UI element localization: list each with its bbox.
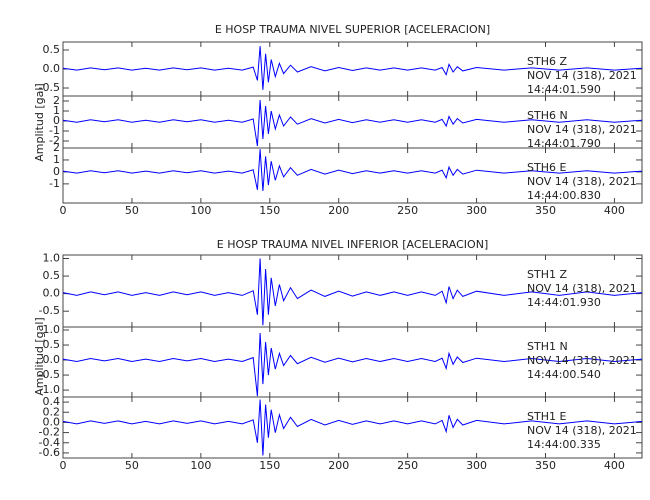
y-tick-label: -0.5 (39, 304, 60, 317)
y-tick-label: -1.0 (39, 383, 60, 396)
trace-annotation: 14:44:00.540 (527, 368, 601, 381)
y-tick-label: -0.5 (39, 81, 60, 94)
x-tick-label: 150 (259, 459, 280, 472)
x-tick-label: 400 (604, 459, 625, 472)
y-tick-label: -2 (49, 134, 60, 147)
x-tick-label: 50 (125, 204, 139, 217)
y-tick-label: 0.0 (43, 353, 61, 366)
y-tick-label: 0 (53, 165, 60, 178)
seismic-trace (62, 46, 643, 90)
seismic-trace (62, 99, 643, 147)
seismic-trace (62, 149, 643, 192)
x-tick-label: 50 (125, 459, 139, 472)
x-tick-label: 200 (328, 459, 349, 472)
trace-annotation: 14:44:01.930 (527, 296, 601, 309)
y-tick-label: -0.6 (39, 446, 60, 459)
chart-title: E HOSP TRAUMA NIVEL INFERIOR [ACELERACIO… (217, 238, 488, 251)
y-tick-label: 0.0 (43, 415, 61, 428)
y-axis-label: Amplitud [gal] (33, 317, 46, 395)
trace-annotation: NOV 14 (318), 2021 (527, 354, 637, 367)
x-tick-label: 300 (466, 204, 487, 217)
trace-annotation: NOV 14 (318), 2021 (527, 424, 637, 437)
seismic-trace (62, 332, 643, 397)
seismic-trace (62, 399, 643, 456)
x-tick-label: 300 (466, 459, 487, 472)
x-tick-label: 200 (328, 204, 349, 217)
trace-annotation: NOV 14 (318), 2021 (527, 69, 637, 82)
trace-annotation: STH6 N (527, 109, 568, 122)
x-tick-label: 0 (60, 459, 67, 472)
x-tick-label: 0 (60, 204, 67, 217)
y-tick-label: 1 (53, 153, 60, 166)
y-tick-label: -1 (49, 124, 60, 137)
trace-annotation: NOV 14 (318), 2021 (527, 282, 637, 295)
y-tick-label: -0.4 (39, 436, 60, 449)
trace-annotation: STH6 E (527, 161, 566, 174)
panel-frame (62, 147, 643, 204)
x-tick-label: 400 (604, 204, 625, 217)
trace-annotation: 14:44:00.830 (527, 189, 601, 202)
y-tick-label: 1 (53, 104, 60, 117)
x-tick-label: 250 (397, 204, 418, 217)
trace-annotation: STH1 E (527, 410, 566, 423)
trace-annotation: NOV 14 (318), 2021 (527, 175, 637, 188)
trace-annotation: 14:44:00.335 (527, 438, 601, 451)
trace-annotation: 14:44:01.790 (527, 137, 601, 150)
y-tick-label: 0.5 (43, 338, 61, 351)
x-tick-label: 350 (535, 204, 556, 217)
y-tick-label: 0.0 (43, 287, 61, 300)
trace-annotation: 14:44:01.590 (527, 83, 601, 96)
y-tick-label: 0.0 (43, 62, 61, 75)
panel-frame (62, 396, 643, 459)
x-tick-label: 250 (397, 459, 418, 472)
y-tick-label: 0.5 (43, 269, 61, 282)
trace-annotation: STH6 Z (527, 55, 567, 68)
y-axis-label: Amplitud [gal] (33, 83, 46, 161)
x-tick-label: 100 (190, 204, 211, 217)
trace-annotation: STH1 Z (527, 268, 567, 281)
y-tick-label: 1.0 (43, 323, 61, 336)
y-tick-label: 2 (53, 94, 60, 107)
trace-annotation: STH1 N (527, 340, 568, 353)
y-tick-label: 0.4 (43, 395, 61, 408)
y-tick-label: 2 (53, 141, 60, 154)
y-tick-label: -0.2 (39, 426, 60, 439)
trace-annotation: NOV 14 (318), 2021 (527, 123, 637, 136)
y-tick-label: 0.2 (43, 405, 61, 418)
y-tick-label: -1 (49, 177, 60, 190)
x-tick-label: 350 (535, 459, 556, 472)
y-tick-label: 0 (53, 114, 60, 127)
chart-title: E HOSP TRAUMA NIVEL SUPERIOR [ACELERACIO… (215, 23, 490, 36)
x-tick-label: 100 (190, 459, 211, 472)
y-tick-label: -0.5 (39, 368, 60, 381)
seismic-trace (62, 258, 643, 326)
y-tick-label: 0.5 (43, 43, 61, 56)
x-tick-label: 150 (259, 204, 280, 217)
y-tick-label: 1.0 (43, 252, 61, 265)
